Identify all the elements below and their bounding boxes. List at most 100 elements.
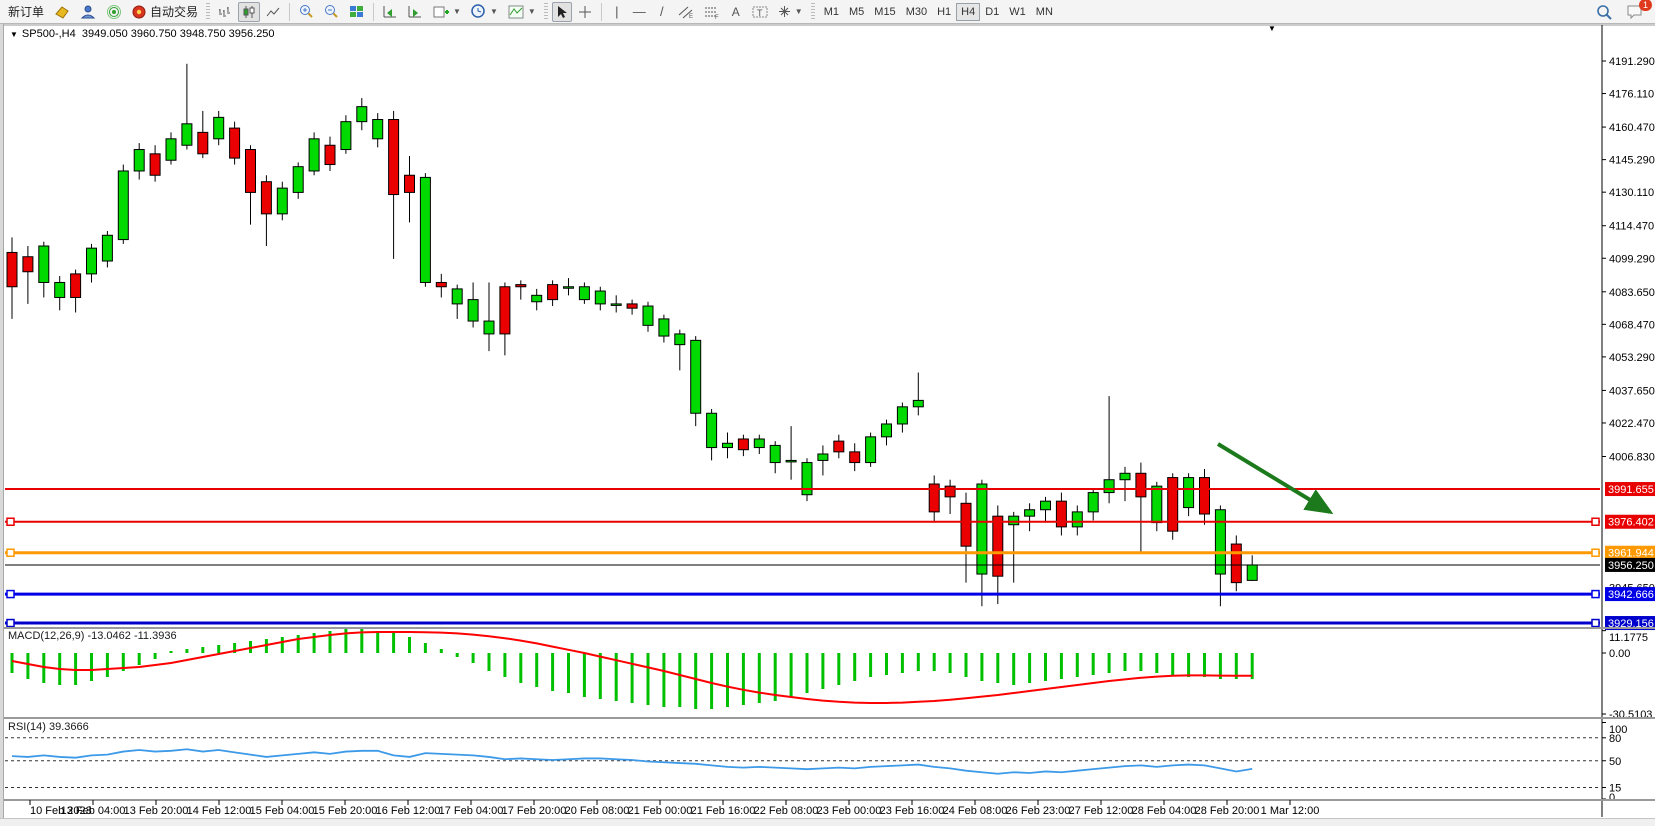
timeframe-group: M1 M5 M15 M30 H1 H4 D1 W1 MN (819, 2, 1058, 21)
autotrading-label: 自动交易 (150, 5, 199, 19)
timeframe-H4[interactable]: H4 (956, 2, 981, 21)
candle-body (467, 299, 479, 322)
macd-layer: 11.1775 0.00 -30.5103 (10, 629, 1652, 721)
chat-icon[interactable]: 1 (1622, 0, 1652, 22)
channel-icon[interactable]: E (674, 2, 698, 22)
new-order-button[interactable]: 新订单 (4, 2, 48, 22)
candle-body (1024, 509, 1036, 517)
main-toolbar: 新订单 自动交易 ▼ ▼ (0, 0, 1655, 24)
candle-body (165, 138, 177, 161)
timeframe-M30[interactable]: M30 (905, 5, 928, 18)
candle-body (181, 123, 193, 146)
time-tick-label: 13 Feb 20:00 (124, 805, 189, 817)
new-chart-icon[interactable]: ▼ (429, 2, 465, 22)
candle-body (1214, 509, 1226, 575)
price-tick-label: 4083.650 (1609, 287, 1655, 299)
zoom-in-icon[interactable] (295, 2, 318, 22)
chart-menu-arrow-icon[interactable]: ▼ (10, 30, 18, 39)
candle-body (928, 483, 940, 513)
time-tick-label: 15 Feb 20:00 (313, 805, 378, 817)
time-tick-label: 23 Feb 00:00 (817, 805, 882, 817)
price-line-badge-label: 3991.655 (1608, 484, 1654, 496)
candle-body (976, 483, 988, 575)
text-icon[interactable]: A (731, 4, 740, 19)
line-anchor-handle[interactable] (6, 618, 15, 628)
vertical-line-icon[interactable]: | (615, 4, 619, 19)
time-tick-label: 14 Feb 12:00 (187, 805, 252, 817)
search-icon[interactable] (1592, 2, 1616, 22)
candle-body (22, 256, 34, 273)
time-tick-label: 16 Feb 12:00 (376, 805, 441, 817)
line-anchor-handle[interactable] (1591, 517, 1600, 526)
tile-windows-icon[interactable] (345, 2, 368, 22)
toolbar-grip (810, 2, 815, 21)
line-anchor-handle[interactable] (6, 548, 15, 557)
candle-body (992, 515, 1004, 577)
trendline-icon[interactable]: / (659, 4, 664, 19)
rsi-axis-label: 0 (1609, 792, 1615, 804)
time-tick-label: 28 Feb 04:00 (1132, 805, 1197, 817)
line-anchor-handle[interactable] (6, 589, 15, 599)
candle-body (1103, 479, 1115, 494)
line-anchor-handle[interactable] (1591, 618, 1600, 628)
candle-body (769, 444, 781, 464)
candlestick-icon[interactable] (238, 1, 261, 22)
order-tag-icon[interactable] (50, 2, 74, 22)
chart-shift-icon[interactable] (404, 2, 427, 22)
indicators-icon[interactable]: ▼ (504, 2, 540, 22)
chart-window-bg (0, 25, 1655, 818)
price-tick-label: 4006.830 (1609, 451, 1655, 463)
candle-body (722, 442, 733, 449)
timeframe-MN[interactable]: MN (1035, 5, 1053, 18)
crosshair-icon[interactable] (574, 2, 596, 22)
timeframe-H1[interactable]: H1 (937, 5, 952, 18)
toolbar-separator (600, 2, 602, 21)
timeframe-D1[interactable]: D1 (985, 5, 1000, 18)
candle-body (1119, 472, 1131, 481)
chat-badge: 1 (1638, 0, 1652, 11)
candle-body (610, 303, 622, 306)
timeframe-M1[interactable]: M1 (823, 5, 839, 18)
price-tick-label: 4114.470 (1609, 221, 1654, 233)
time-tick-label: 28 Feb 20:00 (1195, 805, 1260, 817)
toolbar-separator (289, 2, 291, 21)
candle-body (324, 144, 336, 166)
autotrading-button[interactable]: 自动交易 (128, 2, 202, 22)
candle-body (737, 438, 749, 451)
candle-body (849, 451, 861, 464)
bar-chart-icon[interactable] (214, 2, 236, 22)
timeframe-M15[interactable]: M15 (874, 5, 896, 18)
horizontal-line-icon[interactable]: — (632, 4, 646, 19)
candle-body (356, 106, 368, 123)
fibonacci-icon[interactable]: F (700, 2, 724, 22)
timeframe-M5[interactable]: M5 (849, 5, 865, 18)
chart-title: ▼ SP500-,H4 3949.050 3960.750 3948.750 39… (10, 28, 275, 40)
line-chart-icon[interactable] (262, 2, 284, 22)
time-tick-label: 10 Feb 2023 (30, 805, 92, 817)
zoom-out-icon[interactable] (320, 2, 343, 22)
line-anchor-handle[interactable] (1591, 589, 1600, 599)
timeframe-W1[interactable]: W1 (1009, 5, 1026, 18)
line-anchor-handle[interactable] (6, 517, 15, 526)
signal-icon[interactable] (102, 2, 126, 22)
subwindow-collapse-icon[interactable]: ▼ (1268, 24, 1276, 33)
dropdown-arrow-icon: ▼ (453, 7, 461, 16)
period-clock-icon[interactable]: ▼ (467, 2, 502, 22)
line-anchor-handle[interactable] (1591, 548, 1600, 557)
arrows-icon[interactable]: ▼ (774, 2, 807, 22)
trend-arrow-annotation[interactable] (1216, 442, 1334, 515)
candle-body (292, 166, 304, 193)
candle-body (388, 119, 400, 196)
time-tick-label: 21 Feb 16:00 (691, 805, 756, 817)
candle-body (515, 284, 527, 288)
candles-layer (6, 63, 1258, 607)
trader-icon[interactable] (76, 2, 100, 22)
time-tick-label: 17 Feb 20:00 (502, 805, 567, 817)
time-tick-label: 23 Feb 16:00 (880, 805, 945, 817)
cursor-icon[interactable] (551, 1, 572, 22)
label-icon[interactable]: T (748, 2, 772, 22)
auto-scroll-icon[interactable] (379, 2, 402, 22)
